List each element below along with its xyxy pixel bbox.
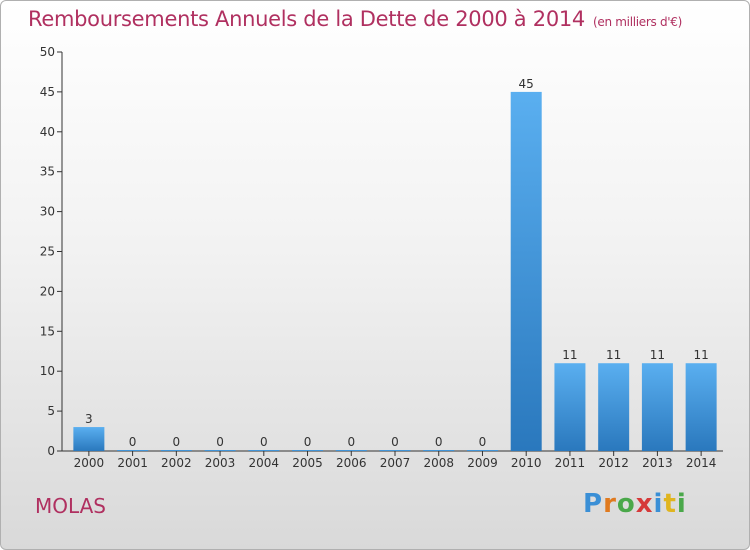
x-tick-label: 2004	[249, 456, 280, 470]
bar	[379, 450, 411, 451]
logo-letter: i	[676, 489, 687, 519]
chart-title: Remboursements Annuels de la Dette de 20…	[28, 7, 682, 31]
data-label: 0	[391, 435, 399, 449]
data-label: 0	[435, 435, 443, 449]
y-tick-label: 40	[40, 125, 55, 139]
logo-letter: x	[635, 489, 654, 519]
y-tick-label: 15	[40, 324, 55, 338]
logo-letter: i	[653, 489, 664, 519]
bar	[423, 450, 455, 451]
data-label: 3	[85, 412, 93, 426]
data-label: 0	[479, 435, 487, 449]
bar	[73, 427, 105, 451]
x-tick-label: 2014	[686, 456, 717, 470]
x-tick-label: 2010	[511, 456, 542, 470]
data-label: 0	[173, 435, 181, 449]
logo-letter: r	[603, 489, 617, 519]
y-axis: 0 5 10 15 20 25 30 35 40 45 50	[40, 45, 63, 458]
x-tick-label: 2006	[336, 456, 367, 470]
data-label: 11	[562, 348, 577, 362]
bar	[598, 363, 630, 451]
data-label: 0	[347, 435, 355, 449]
data-label: 0	[216, 435, 224, 449]
x-tick-label: 2003	[205, 456, 236, 470]
x-tick-label: 2008	[423, 456, 454, 470]
x-tick-label: 2012	[598, 456, 629, 470]
bar	[248, 450, 280, 451]
data-labels: 3 0 0 0 0 0 0 0 0 0 45 11 11 11 11	[85, 77, 709, 449]
bar	[335, 450, 367, 451]
commune-name: MOLAS	[35, 494, 106, 518]
x-tick-label: 2001	[117, 456, 148, 470]
bar	[641, 363, 673, 451]
bars	[73, 91, 717, 452]
data-label: 0	[129, 435, 137, 449]
data-label: 0	[304, 435, 312, 449]
x-tick-label: 2011	[555, 456, 586, 470]
y-tick-label: 10	[40, 364, 55, 378]
proxiti-logo: Proxiti	[583, 489, 687, 519]
bar	[117, 450, 149, 451]
y-tick-label: 35	[40, 165, 55, 179]
y-tick-label: 45	[40, 85, 55, 99]
data-label: 0	[260, 435, 268, 449]
bar	[554, 363, 586, 451]
y-tick-label: 0	[47, 444, 55, 458]
data-label: 11	[650, 348, 665, 362]
logo-letter: P	[583, 489, 604, 519]
bar	[510, 91, 542, 452]
data-label: 11	[693, 348, 708, 362]
bar	[292, 450, 324, 451]
y-tick-label: 30	[40, 205, 55, 219]
bar	[466, 450, 498, 451]
y-tick-label: 50	[40, 45, 55, 59]
x-tick-label: 2000	[74, 456, 105, 470]
bar	[204, 450, 236, 451]
data-label: 11	[606, 348, 621, 362]
x-tick-label: 2009	[467, 456, 498, 470]
bar	[685, 363, 717, 451]
x-tick-label: 2005	[292, 456, 323, 470]
logo-letter: o	[616, 489, 636, 519]
logo-letter: t	[663, 489, 677, 519]
x-tick-label: 2013	[642, 456, 673, 470]
data-label: 45	[519, 77, 534, 91]
bar	[160, 450, 192, 451]
x-axis: 2000 2001 2002 2003 2004 2005 2006 2007 2008 2009…	[62, 450, 723, 470]
y-tick-label: 5	[47, 404, 55, 418]
chart-title-text: Remboursements Annuels de la Dette de 20…	[28, 7, 585, 31]
y-tick-label: 25	[40, 245, 55, 259]
x-tick-label: 2002	[161, 456, 192, 470]
chart-unit: (en milliers d'€)	[593, 15, 683, 29]
y-tick-label: 20	[40, 284, 55, 298]
x-tick-label: 2007	[380, 456, 411, 470]
